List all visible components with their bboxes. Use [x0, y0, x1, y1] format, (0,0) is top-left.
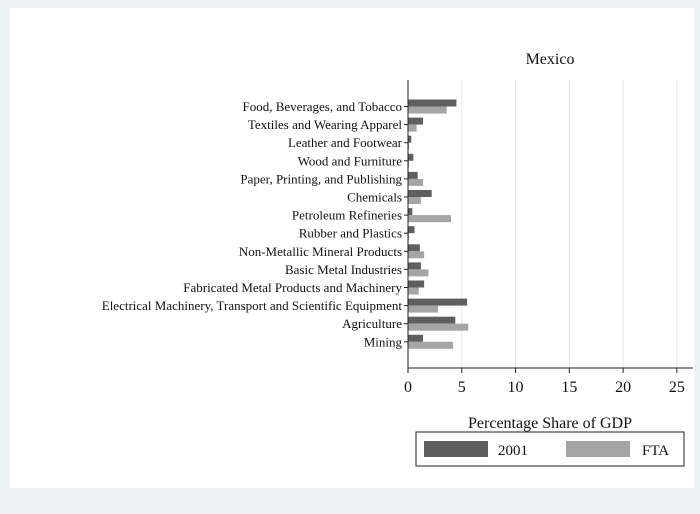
bar-2001	[408, 226, 415, 234]
x-tick-label: 0	[404, 379, 412, 396]
y-tick-label: Wood and Furniture	[298, 153, 403, 168]
bar-2001	[408, 208, 413, 216]
bar-2001	[408, 316, 456, 324]
chart-title: Mexico	[526, 51, 575, 68]
x-tick-label: 20	[615, 379, 631, 396]
legend-label-fta: FTA	[642, 443, 669, 459]
bar-fta	[408, 251, 425, 259]
bar-2001	[408, 99, 457, 107]
y-tick-label: Leather and Footwear	[288, 135, 403, 150]
bar-fta	[408, 160, 410, 168]
y-tick-label: Mining	[364, 334, 403, 349]
bar-2001	[408, 190, 432, 197]
plot-area	[408, 80, 693, 368]
x-tick-label: 5	[458, 379, 466, 396]
bar-fta	[408, 323, 469, 331]
y-tick-label: Electrical Machinery, Transport and Scie…	[102, 298, 403, 313]
bar-fta	[408, 287, 419, 295]
bar-fta	[408, 197, 421, 204]
bar-2001	[408, 135, 412, 143]
x-tick-label: 15	[561, 379, 577, 396]
bar-fta	[408, 341, 454, 349]
y-tick-label: Paper, Printing, and Publishing	[240, 171, 402, 186]
bar-fta	[408, 215, 452, 223]
y-tick-label: Basic Metal Industries	[285, 262, 402, 277]
y-tick-group: Food, Beverages, and Tobacco Textiles and…	[102, 99, 408, 349]
bar-2001	[408, 334, 424, 342]
y-tick-label: Petroleum Refineries	[292, 208, 402, 223]
legend: 2001 FTA	[415, 431, 685, 467]
legend-label-2001: 2001	[498, 443, 528, 459]
bar-fta	[408, 269, 429, 277]
grid-lines	[461, 80, 678, 368]
legend-swatch-2001	[424, 441, 488, 457]
x-axis-label: Percentage Share of GDP	[468, 415, 632, 432]
y-tick-label: Non-Metallic Mineral Products	[239, 244, 402, 259]
y-tick-label: Fabricated Metal Products and Machinery	[183, 280, 402, 295]
bar-2001	[408, 298, 468, 306]
bar-2001	[408, 117, 424, 125]
y-tick-label: Food, Beverages, and Tobacco	[243, 99, 403, 114]
bar-fta	[408, 305, 439, 313]
bar-2001	[408, 262, 421, 270]
bars	[408, 99, 469, 349]
y-tick-label: Agriculture	[342, 316, 402, 331]
bar-fta	[408, 233, 410, 241]
bar-fta	[408, 106, 447, 114]
y-tick-label: Rubber and Plastics	[299, 226, 402, 241]
x-tick-group: 0 5 10 15 20 25	[404, 368, 685, 396]
bar-2001	[408, 244, 420, 252]
x-tick-label: 10	[508, 379, 524, 396]
bar-2001	[408, 153, 414, 161]
bar-fta	[408, 142, 410, 150]
bar-fta	[408, 124, 417, 132]
bar-fta	[408, 178, 424, 186]
y-tick-label: Chemicals	[347, 190, 402, 205]
x-tick-label: 25	[669, 379, 685, 396]
y-tick-label: Textiles and Wearing Apparel	[248, 117, 403, 132]
legend-swatch-fta	[566, 441, 630, 457]
bar-2001	[408, 171, 418, 179]
bar-2001	[408, 280, 425, 288]
